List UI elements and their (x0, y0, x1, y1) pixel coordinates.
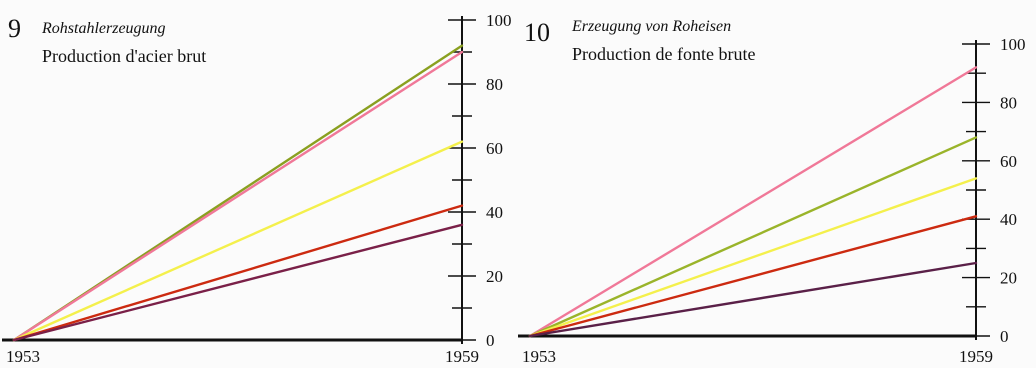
chart-subtitle-9: Production d'acier brut (42, 46, 207, 66)
chart-number-9: 9 (8, 14, 21, 43)
y-tick-label-100: 100 (486, 11, 512, 30)
y-tick-label-100: 100 (1000, 35, 1026, 54)
chart-panel-9: 0 20 40 60 80 100 1953 1959 (2, 11, 512, 366)
series-line-3 (528, 215, 978, 338)
y-tick-label-80: 80 (1000, 93, 1017, 112)
y-tick-label-20: 20 (1000, 269, 1017, 288)
x-tick-label-end: 1959 (959, 347, 993, 366)
y-tick-label-80: 80 (486, 75, 503, 94)
x-tick-label-start: 1953 (6, 347, 40, 366)
series-line-2 (528, 177, 978, 338)
x-tick-label-start: 1953 (522, 347, 556, 366)
y-tick-label-40: 40 (1000, 210, 1017, 229)
y-tick-label-60: 60 (1000, 152, 1017, 171)
chart-subtitle-10: Production de fonte brute (572, 44, 756, 64)
series-line-1 (12, 50, 464, 342)
y-tick-label-20: 20 (486, 267, 503, 286)
series-line-3 (12, 204, 464, 342)
x-tick-label-end: 1959 (445, 347, 479, 366)
y-tick-label-0: 0 (486, 331, 495, 350)
series-line-0 (528, 66, 978, 338)
series-line-4 (528, 261, 978, 338)
chart-title-9: Rohstahlerzeugung (42, 20, 166, 37)
series-line-4 (12, 223, 464, 342)
chart-title-10: Erzeugung von Roheisen (572, 18, 732, 35)
y-tick-label-0: 0 (1000, 327, 1009, 346)
series-line-1 (528, 136, 978, 338)
y-tick-label-40: 40 (486, 203, 503, 222)
series-line-2 (12, 140, 464, 342)
chart-panel-10: 0 20 40 60 80 100 1953 1959 (518, 35, 1026, 366)
chart-number-10: 10 (524, 18, 550, 47)
y-tick-label-60: 60 (486, 139, 503, 158)
